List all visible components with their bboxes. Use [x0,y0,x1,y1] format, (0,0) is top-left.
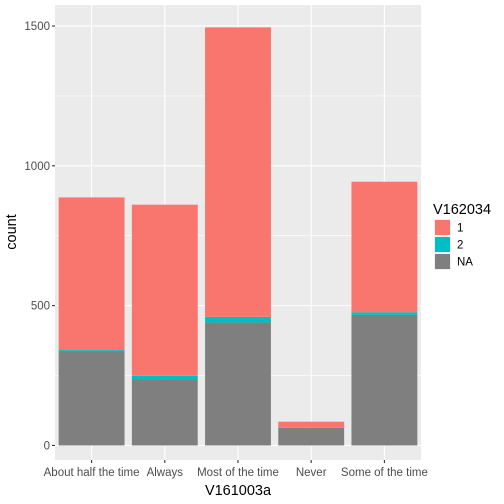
bar-segment [58,350,125,352]
legend: V162034 1 2 NA [433,202,491,270]
legend-label: 2 [457,240,463,252]
bar-segment [351,314,418,446]
x-tick-label: About half the time [44,467,140,479]
x-tick-label: Always [147,467,184,479]
y-tick-label: 1500 [24,21,50,33]
bar-segment [205,322,271,446]
legend-swatch [435,220,450,235]
bar-segment [131,379,198,446]
bar-segment [205,27,271,317]
legend-swatch [435,254,450,269]
legend-label: NA [457,257,473,269]
y-tick-label: 0 [44,440,50,452]
bar-segment [278,427,345,446]
bar-segment [278,421,345,428]
bar-segment [351,181,418,313]
legend-swatch [435,237,450,252]
bar-segment [58,197,125,351]
x-axis-title: V161003a [205,483,272,499]
y-tick-label: 500 [31,301,50,313]
bar-segment [131,375,198,380]
x-tick-label: Never [296,467,327,479]
x-tick-label: Most of the time [197,467,279,479]
bar-segment [58,351,125,446]
y-axis-title: count [4,214,20,249]
bar-segment [131,204,198,376]
legend-title: V162034 [433,202,491,218]
x-axis: About half the time Always Most of the tim… [44,460,428,479]
legend-label: 1 [457,223,463,235]
y-axis: 0 500 1000 1500 [24,21,55,452]
x-tick-label: Some of the time [341,467,428,479]
y-tick-label: 1000 [24,161,50,173]
bar-segment [278,427,345,428]
bar-segment [351,312,418,315]
bars [58,27,418,446]
bar-segment [205,316,271,323]
